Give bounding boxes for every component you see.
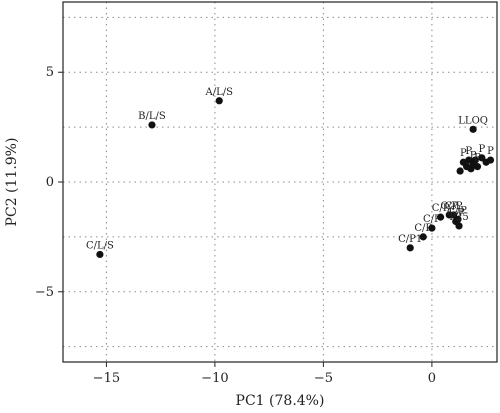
data-point bbox=[486, 156, 495, 164]
data-point bbox=[419, 233, 427, 241]
data-point-label: C/P bbox=[445, 201, 463, 212]
data-point bbox=[454, 215, 462, 223]
axis-ticks: −15 −10 −5 0 −5 0 5 bbox=[35, 65, 436, 386]
data-point-label: P bbox=[487, 146, 494, 157]
data-point bbox=[450, 211, 458, 219]
x-tick-label: −10 bbox=[201, 371, 228, 386]
data-point-label: C/P bbox=[449, 205, 467, 216]
y-tick-label: 0 bbox=[46, 175, 54, 190]
data-point-label: C/P bbox=[414, 223, 432, 234]
grid-lines bbox=[63, 2, 497, 362]
data-point bbox=[455, 222, 463, 230]
y-tick-label: −5 bbox=[35, 285, 54, 300]
data-point-label: P bbox=[470, 150, 477, 161]
x-tick-label: −5 bbox=[314, 371, 333, 386]
data-point-label: C/P1 bbox=[398, 234, 422, 245]
data-point bbox=[406, 244, 414, 252]
data-point-label: P bbox=[460, 148, 467, 159]
data-point-label: C/P bbox=[432, 203, 450, 214]
data-point bbox=[436, 213, 445, 221]
data-point-label: C/P bbox=[423, 214, 441, 225]
data-point-label: C/P bbox=[447, 208, 465, 219]
data-point bbox=[469, 125, 477, 133]
data-point-label: B/L/S bbox=[138, 111, 166, 122]
data-points: C/L/SB/L/SA/L/SLLOQC/P1C/PC/PC/PC/PC/PC/… bbox=[86, 87, 495, 259]
x-tick-label: 0 bbox=[428, 371, 436, 386]
data-point bbox=[428, 224, 436, 232]
y-axis-title: PC2 (11.9%) bbox=[4, 138, 20, 227]
data-point-label: P bbox=[478, 144, 485, 155]
data-point bbox=[478, 154, 486, 162]
data-point-label: P25 bbox=[449, 212, 468, 223]
data-point bbox=[148, 121, 156, 129]
data-point-label: P bbox=[474, 153, 481, 164]
data-point-label: C/L/S bbox=[86, 240, 114, 251]
data-point bbox=[465, 156, 473, 164]
data-point-label: A/L/S bbox=[205, 87, 234, 98]
data-point bbox=[473, 163, 482, 171]
x-axis-title: PC1 (78.4%) bbox=[236, 393, 325, 409]
x-tick-label: −15 bbox=[93, 371, 120, 386]
data-point bbox=[215, 97, 223, 105]
data-point bbox=[96, 250, 104, 259]
data-point-label: C/P bbox=[440, 201, 458, 212]
y-tick-label: 5 bbox=[46, 65, 54, 80]
data-point bbox=[456, 167, 464, 175]
data-point bbox=[471, 156, 479, 164]
data-point-label: LLOQ bbox=[458, 115, 488, 126]
data-point-label: P bbox=[465, 146, 472, 157]
